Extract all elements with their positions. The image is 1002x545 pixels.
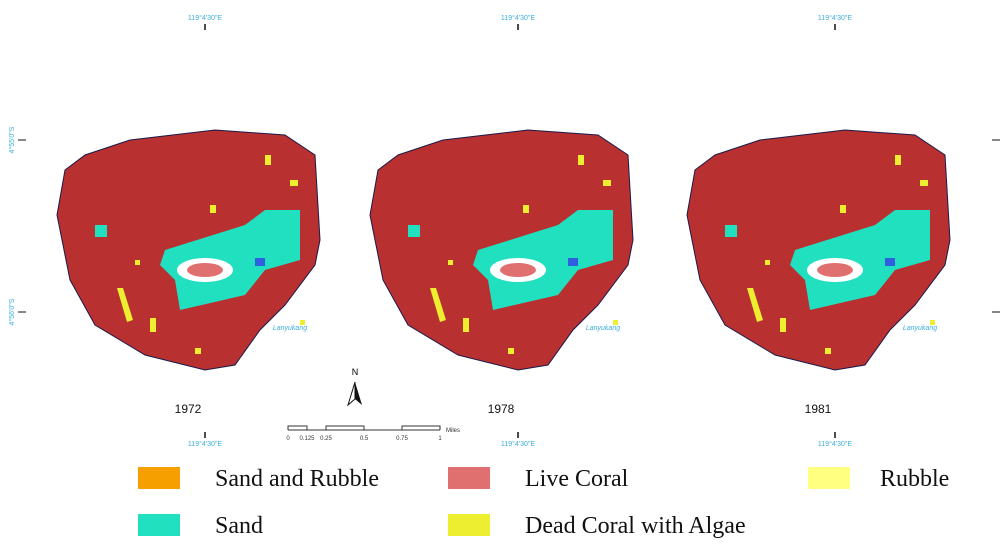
place-label: Lanyukang [273, 325, 307, 332]
top-coordinate: 119°4'30"E [818, 14, 852, 22]
map-panel: 119°4'30"E Lanyukang 1978 119°4'30"E [370, 14, 633, 448]
legend-label: Sand and Rubble [215, 466, 379, 492]
scale-bar [288, 426, 440, 430]
legend-swatch [138, 514, 180, 536]
map-panel: 119°4'30"E Lanyukang 1972 119°4'30"E [57, 14, 320, 448]
figure: N 119°4'30"ELanyukang1972119°4'30"E119°4… [0, 0, 1002, 545]
latitude-label: 4°56'0"S [8, 298, 16, 325]
scale-unit: Miles [446, 428, 460, 434]
place-label: Lanyukang [903, 325, 937, 332]
scale-tick-label: 0.5 [360, 436, 369, 442]
bottom-coordinate: 119°4'30"E [818, 440, 852, 448]
island-map [57, 130, 320, 370]
legend-label: Dead Coral with Algae [525, 513, 746, 539]
bottom-coordinate: 119°4'30"E [188, 440, 222, 448]
top-coordinate: 119°4'30"E [501, 14, 535, 22]
latitude-label: 4°55'0"S [8, 126, 16, 153]
place-label: Lanyukang [586, 325, 620, 332]
legend-label: Live Coral [525, 466, 629, 492]
scale-tick-label: 1 [438, 436, 442, 442]
scale-tick-label: 0.25 [320, 436, 332, 442]
top-coordinate: 119°4'30"E [188, 14, 222, 22]
map-panel: 119°4'30"E Lanyukang 1981 119°4'30"E [687, 14, 950, 448]
island-map [370, 130, 633, 370]
scale-tick-label: 0 [286, 436, 290, 442]
legend-swatch [808, 467, 850, 489]
scale-tick-label: 0.125 [299, 436, 315, 442]
legend-swatch [448, 467, 490, 489]
year-label: 1978 [488, 402, 515, 416]
year-label: 1981 [805, 402, 832, 416]
north-arrow: N [348, 367, 362, 405]
legend-label: Rubble [880, 466, 949, 492]
scale-tick-label: 0.75 [396, 436, 408, 442]
legend-label: Sand [215, 513, 263, 539]
bottom-coordinate: 119°4'30"E [501, 440, 535, 448]
legend-swatch [448, 514, 490, 536]
year-label: 1972 [175, 402, 202, 416]
island-map [687, 130, 950, 370]
north-label: N [352, 367, 359, 377]
legend-swatch [138, 467, 180, 489]
